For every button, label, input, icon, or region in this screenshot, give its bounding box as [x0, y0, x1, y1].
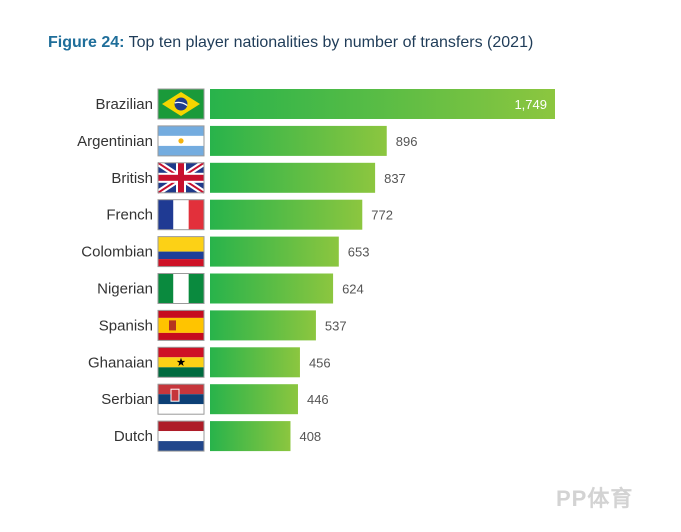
figure-caption: Top ten player nationalities by number o…	[128, 34, 534, 51]
netherlands-flag-icon	[157, 420, 205, 452]
brazil-flag-icon	[157, 88, 205, 120]
argentina-flag-icon	[157, 125, 205, 157]
ghana-flag-icon	[157, 346, 205, 378]
colombia-flag-icon	[157, 236, 205, 268]
value-label: 456	[309, 355, 331, 370]
value-label: 653	[348, 245, 370, 260]
spain-flag-icon	[157, 309, 205, 341]
value-label: 772	[371, 208, 393, 223]
figure-number: Figure 24:	[48, 34, 125, 51]
uk-flag-icon	[156, 160, 206, 196]
bar-row: Colombian 653	[81, 236, 370, 268]
serbia-flag-icon	[157, 383, 205, 415]
category-label: Spanish	[99, 317, 153, 334]
chart-title: Figure 24: Top ten player nationalities …	[48, 34, 533, 52]
bar-row: British 837	[111, 160, 406, 196]
bar	[210, 199, 363, 230]
value-label: 896	[396, 134, 418, 149]
value-label: 624	[342, 282, 364, 297]
watermark-logo: PP体育	[556, 486, 634, 511]
bar-row: Nigerian 624	[97, 273, 364, 304]
bar-row: French 772	[106, 199, 393, 231]
bar	[210, 310, 316, 341]
category-label: Nigerian	[97, 281, 153, 298]
bar	[210, 236, 339, 267]
category-label: Brazilian	[95, 96, 153, 113]
category-label: Serbian	[101, 391, 153, 408]
bar-row: Serbian 446	[101, 383, 329, 415]
bar-row: Argentinian 896	[77, 125, 418, 157]
bar	[210, 421, 291, 452]
value-label: 1,749	[514, 97, 547, 112]
value-label: 408	[299, 429, 321, 444]
france-flag-icon	[157, 199, 205, 231]
bar	[210, 347, 300, 378]
value-label: 837	[384, 171, 406, 186]
bar-row: Dutch 408	[114, 420, 321, 452]
bar	[210, 125, 387, 156]
category-label: Ghanaian	[88, 354, 153, 371]
bar	[210, 162, 376, 193]
category-label: British	[111, 170, 153, 187]
nigeria-flag-icon	[157, 273, 205, 304]
bar	[210, 384, 298, 415]
value-label: 537	[325, 318, 347, 333]
bar-row: Ghanaian 456	[88, 346, 331, 378]
category-label: Colombian	[81, 244, 153, 261]
category-label: French	[106, 207, 153, 224]
bar-row: Spanish 537	[99, 309, 347, 341]
value-label: 446	[307, 392, 329, 407]
bar	[210, 89, 555, 119]
category-label: Argentinian	[77, 133, 153, 150]
bar-row: Brazilian 1,749	[95, 88, 555, 120]
category-label: Dutch	[114, 428, 153, 445]
bar	[210, 273, 334, 304]
